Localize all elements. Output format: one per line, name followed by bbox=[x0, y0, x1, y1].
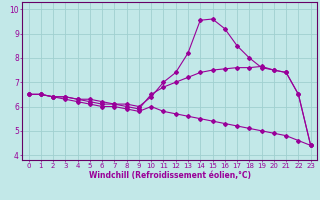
X-axis label: Windchill (Refroidissement éolien,°C): Windchill (Refroidissement éolien,°C) bbox=[89, 171, 251, 180]
